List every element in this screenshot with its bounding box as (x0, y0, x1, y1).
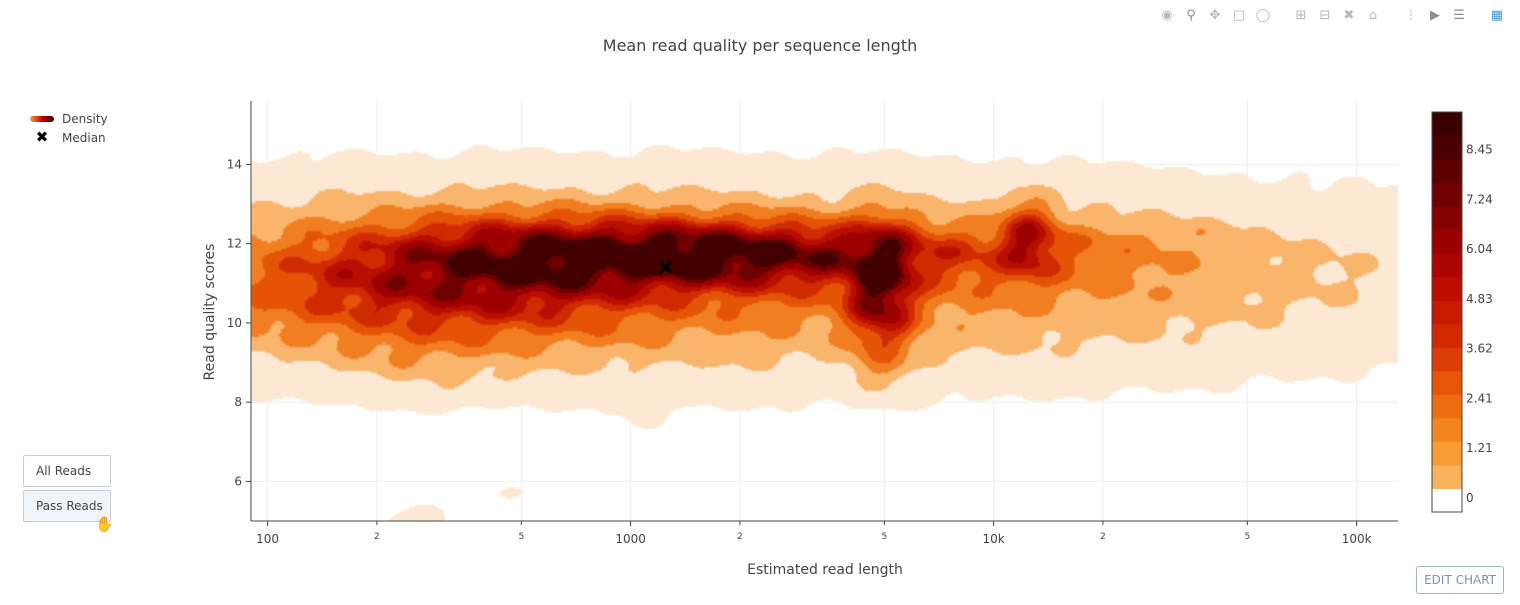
zoom-out-icon[interactable]: ⊟ (1319, 7, 1331, 23)
reset-axes-icon[interactable]: ⌂ (1368, 7, 1378, 23)
legend-label-median: Median (62, 130, 106, 145)
x-minor-tick-label: 5 (518, 532, 524, 542)
colorbar-segment (1432, 370, 1462, 395)
colorbar-tick-label: 2.41 (1466, 392, 1493, 406)
x-tick-label: 100k (1342, 532, 1372, 546)
median-point[interactable] (659, 260, 673, 275)
colorbar: 0 1.21 2.41 3.62 4.83 6.04 7.24 8.45 (1431, 111, 1493, 513)
hover-closest-icon[interactable]: ▶ (1430, 7, 1440, 23)
colorbar-tick-label: 6.04 (1466, 242, 1493, 256)
hand-cursor-icon: ✋ (95, 515, 114, 533)
colorbar-segment (1432, 135, 1462, 160)
y-tick-label: 6 (234, 474, 242, 488)
y-tick-label: 14 (227, 157, 242, 171)
x-axis-label: Estimated read length (747, 562, 903, 578)
legend-label-density: Density (62, 111, 108, 126)
density-swatch-icon (30, 115, 54, 122)
chart-title: Mean read quality per sequence length (602, 36, 918, 55)
colorbar-outline (1431, 111, 1463, 513)
spike-lines-icon[interactable]: ⋮ (1404, 7, 1418, 23)
edit-chart-button[interactable]: EDIT CHART (1416, 566, 1504, 594)
y-axis-label: Read quality scores (202, 244, 218, 381)
all-reads-button[interactable]: All Reads (23, 455, 111, 487)
colorbar-segment (1432, 206, 1462, 231)
colorbar-segment (1432, 182, 1462, 207)
colorbar-tick-label: 1.21 (1466, 441, 1493, 455)
colorbar-segment (1432, 394, 1462, 419)
pan-icon[interactable]: ✥ (1209, 7, 1221, 23)
colorbar-tick-label: 3.62 (1466, 342, 1493, 356)
colorbar-tick-label: 8.45 (1466, 143, 1493, 157)
colorbar-segment (1432, 417, 1462, 442)
colorbar-tick-label: 4.83 (1466, 292, 1493, 306)
box-select-icon[interactable]: □ (1232, 7, 1246, 23)
colorbar-segment (1432, 159, 1462, 184)
colorbar-segment (1432, 488, 1462, 513)
y-tick-label: 10 (227, 316, 242, 330)
colorbar-segment (1432, 229, 1462, 254)
zoom-in-icon[interactable]: ⊞ (1295, 7, 1307, 23)
camera-icon[interactable]: ◉ (1161, 7, 1173, 23)
chart-marks (659, 260, 673, 275)
colorbar-tick-label: 7.24 (1466, 192, 1493, 206)
legend-item-density[interactable]: Density (30, 109, 108, 128)
x-tick-label: 10k (983, 532, 1005, 546)
median-marker-icon: ✖ (35, 128, 49, 146)
x-tick-label: 100 (256, 532, 279, 546)
grid-lines (251, 101, 1398, 521)
colorbar-segment (1432, 323, 1462, 348)
x-minor-tick-label: 5 (1244, 532, 1250, 542)
hover-compare-icon[interactable]: ☰ (1453, 7, 1465, 23)
axes: 100 1000 10k 100k 2 5 2 5 2 5 6 8 10 12 14 (227, 101, 1398, 546)
x-minor-tick-label: 2 (374, 532, 380, 542)
colorbar-segment (1432, 441, 1462, 466)
zoom-icon[interactable]: ⚲ (1186, 7, 1196, 23)
colorbar-segment (1432, 300, 1462, 325)
x-minor-tick-label: 5 (881, 532, 887, 542)
lasso-icon[interactable]: ◯ (1255, 7, 1271, 23)
colorbar-segment (1432, 276, 1462, 301)
colorbar-tick-label: 0 (1466, 491, 1474, 505)
pass-reads-button[interactable]: Pass Reads (23, 490, 111, 522)
legend-item-median[interactable]: ✖ Median (30, 128, 108, 147)
plotly-logo-icon[interactable]: ▦ (1490, 7, 1504, 23)
legend: Density ✖ Median (30, 109, 108, 147)
colorbar-segment (1432, 253, 1462, 278)
modebar: ◉ ⚲ ✥ □ ◯ ⊞ ⊟ ✖ ⌂ ⋮ ▶ ☰ ▦ (1158, 6, 1506, 24)
colorbar-segment (1432, 464, 1462, 489)
autoscale-icon[interactable]: ✖ (1343, 7, 1355, 23)
density-contours (251, 101, 1398, 521)
x-minor-tick-label: 2 (737, 532, 743, 542)
x-minor-tick-label: 2 (1100, 532, 1106, 542)
colorbar-segment (1432, 347, 1462, 372)
y-tick-label: 8 (234, 395, 242, 409)
x-tick-label: 1000 (615, 532, 646, 546)
y-tick-label: 12 (227, 237, 242, 251)
colorbar-segment (1432, 112, 1462, 137)
